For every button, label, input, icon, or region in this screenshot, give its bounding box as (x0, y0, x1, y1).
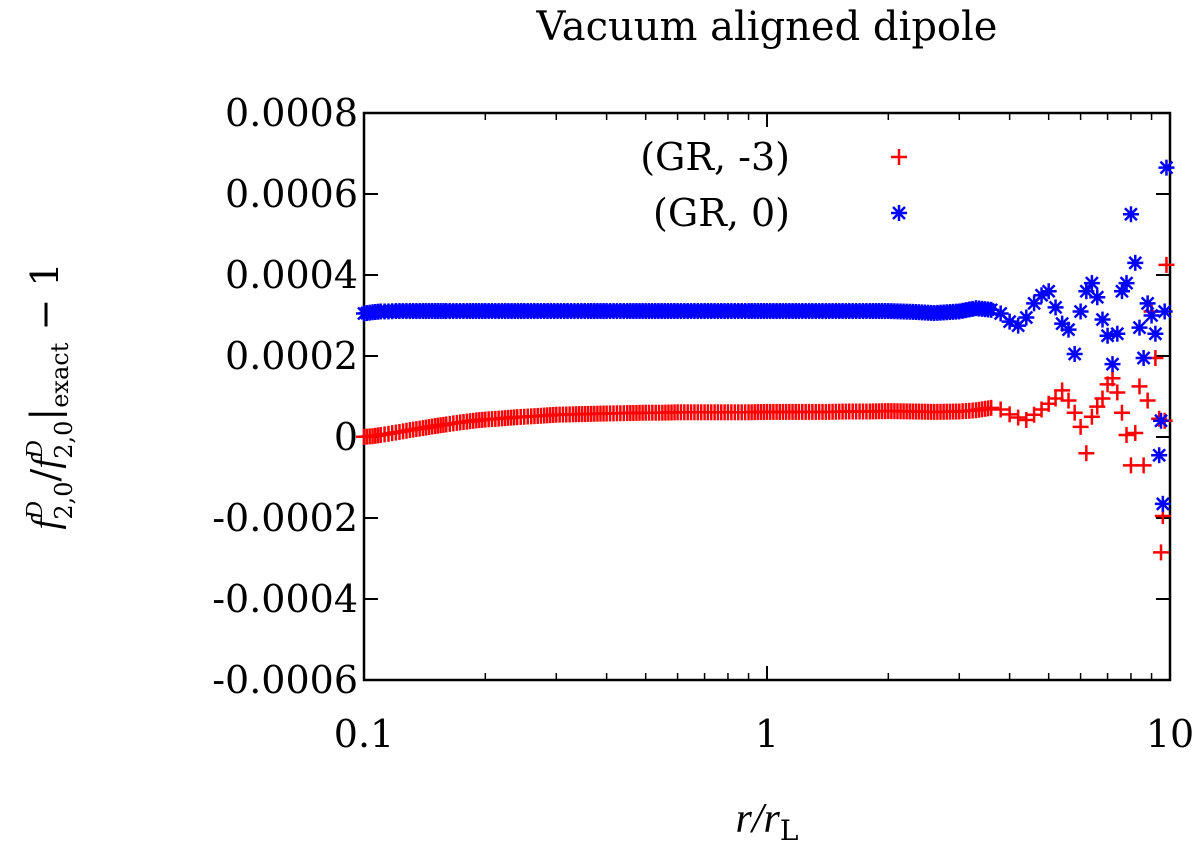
x-tick-label: 10 (1146, 712, 1194, 756)
data-point-gr-minus-3 (1153, 544, 1170, 561)
data-point-gr-0 (1147, 325, 1164, 342)
y-tick-label: 0.0006 (225, 172, 358, 216)
data-point-gr-minus-3 (1158, 256, 1175, 273)
series-gr-0 (356, 159, 1175, 512)
data-point-gr-minus-3 (1060, 392, 1077, 409)
data-point-gr-0 (1094, 311, 1111, 328)
data-point-gr-minus-3 (1001, 406, 1018, 423)
axis-ticks (363, 112, 1171, 681)
chart-title: Vacuum aligned dipole (536, 4, 998, 50)
legend-marker-star-icon (891, 205, 907, 221)
data-point-gr-minus-3 (1113, 404, 1130, 421)
data-point-gr-minus-3 (1089, 398, 1106, 415)
data-point-gr-0 (1139, 295, 1156, 312)
data-point-gr-minus-3 (1118, 426, 1135, 443)
data-point-gr-0 (1078, 283, 1095, 300)
svg-text:fD2,0/fD2,0|exact − 1: fD2,0/fD2,0|exact − 1 (22, 262, 78, 529)
data-point-gr-0 (1153, 412, 1170, 429)
data-point-gr-minus-3 (1104, 370, 1121, 387)
data-point-gr-minus-3 (1139, 392, 1156, 409)
data-point-gr-minus-3 (1054, 382, 1071, 399)
data-point-gr-minus-3 (1047, 390, 1064, 407)
data-point-gr-0 (1131, 319, 1148, 336)
data-point-gr-minus-3 (1109, 384, 1126, 401)
x-tick-label: 0.1 (334, 712, 394, 756)
y-tick-label: 0.0008 (225, 91, 358, 135)
x-tick-labels: 0.1 1 10 (334, 712, 1194, 756)
data-point-gr-minus-3 (983, 399, 1000, 416)
data-point-gr-minus-3 (1135, 457, 1152, 474)
data-point-gr-minus-3 (1066, 404, 1083, 421)
data-point-gr-0 (1072, 303, 1089, 320)
legend-label-gr-0: (GR, 0) (653, 191, 790, 235)
data-point-gr-minus-3 (1094, 390, 1111, 407)
data-point-gr-0 (1089, 289, 1106, 306)
data-point-gr-0 (1135, 350, 1152, 367)
data-point-gr-0 (1066, 345, 1083, 362)
data-point-gr-0 (1118, 275, 1135, 292)
y-tick-label: -0.0004 (212, 577, 358, 621)
y-tick-label: -0.0006 (212, 658, 358, 702)
data-point-gr-0 (1156, 303, 1173, 320)
data-point-gr-minus-3 (992, 401, 1009, 418)
data-point-gr-minus-3 (1127, 424, 1144, 441)
data-point-gr-minus-3 (1010, 409, 1027, 426)
legend-marker-plus-icon (891, 149, 907, 165)
y-tick-label: 0.0004 (225, 253, 358, 297)
data-point-gr-0 (1018, 309, 1035, 326)
data-point-gr-0 (1104, 356, 1121, 373)
data-point-gr-0 (1151, 447, 1168, 464)
x-axis-label: r/rL (736, 796, 799, 845)
series-gr-minus-3 (356, 256, 1175, 561)
data-point-gr-0 (1158, 159, 1175, 176)
data-point-gr-0 (1127, 254, 1144, 271)
data-point-gr-0 (1047, 299, 1064, 316)
data-point-gr-0 (1083, 275, 1100, 292)
y-tick-label: -0.0002 (212, 496, 358, 540)
data-point-gr-minus-3 (1078, 445, 1095, 462)
data-point-gr-0 (1040, 283, 1057, 300)
legend: (GR, -3) (GR, 0) (640, 135, 907, 235)
y-axis-label: fD2,0/fD2,0|exact − 1 (22, 262, 78, 529)
x-tick-label: 1 (755, 712, 779, 756)
data-point-gr-0 (1060, 321, 1077, 338)
data-point-gr-minus-3 (1131, 378, 1148, 395)
data-point-gr-0 (1109, 325, 1126, 342)
legend-label-gr-minus-3: (GR, -3) (640, 135, 790, 179)
data-point-gr-0 (1122, 206, 1139, 223)
y-tick-label: 0.0002 (225, 334, 358, 378)
data-point-gr-minus-3 (1072, 418, 1089, 435)
y-tick-label: 0 (334, 415, 358, 459)
data-point-gr-minus-3 (1083, 408, 1100, 425)
data-point-gr-0 (1143, 307, 1160, 324)
legend-marker-gr-minus-3 (891, 149, 907, 165)
legend-marker-gr-0 (891, 205, 907, 221)
y-tick-labels: 0.0008 0.0006 0.0004 0.0002 0 -0.0002 -0.0004 -… (212, 91, 358, 702)
data-point-gr-0 (1154, 495, 1171, 512)
